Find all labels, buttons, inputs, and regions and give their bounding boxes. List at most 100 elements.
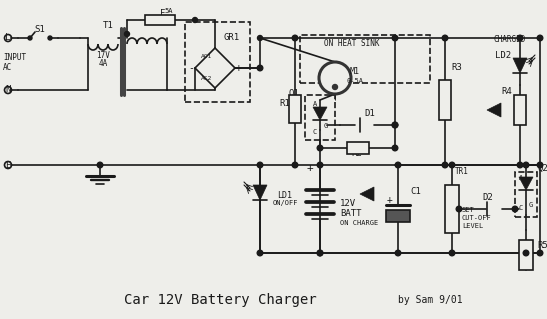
Circle shape (292, 162, 298, 168)
Circle shape (537, 250, 543, 256)
Text: AC: AC (3, 63, 12, 71)
Circle shape (333, 85, 337, 90)
Circle shape (257, 162, 263, 168)
Circle shape (257, 250, 263, 256)
Text: GR1: GR1 (224, 33, 240, 42)
Text: by Sam 9/01: by Sam 9/01 (398, 295, 462, 305)
Bar (346, 142, 369, 154)
Circle shape (257, 65, 263, 71)
Text: R1: R1 (280, 99, 290, 108)
Circle shape (48, 36, 52, 40)
Text: G: G (529, 202, 533, 208)
Text: AC2: AC2 (201, 77, 213, 81)
Text: D2: D2 (482, 192, 493, 202)
Text: INPUT: INPUT (3, 54, 26, 63)
Text: BATT: BATT (340, 209, 362, 218)
Circle shape (319, 62, 351, 94)
Circle shape (125, 32, 130, 36)
Circle shape (28, 36, 32, 40)
Circle shape (449, 162, 455, 168)
Circle shape (442, 162, 448, 168)
Text: F: F (160, 10, 166, 19)
Text: Car 12V Battery Charger: Car 12V Battery Charger (124, 293, 316, 307)
Text: +: + (307, 163, 313, 173)
Circle shape (392, 145, 398, 151)
Circle shape (395, 250, 401, 256)
Circle shape (442, 35, 448, 41)
Bar (445, 185, 459, 233)
Bar (305, 95, 335, 140)
Circle shape (456, 206, 462, 212)
Text: A: A (519, 175, 523, 181)
Text: 17V: 17V (96, 50, 110, 60)
Text: R5: R5 (537, 241, 547, 249)
Circle shape (317, 250, 323, 256)
Text: L: L (5, 33, 11, 42)
Circle shape (317, 145, 323, 151)
Text: T1: T1 (103, 20, 113, 29)
Polygon shape (360, 187, 374, 201)
Circle shape (258, 35, 263, 41)
Circle shape (317, 250, 323, 256)
Text: R3: R3 (452, 63, 462, 72)
Text: C: C (519, 205, 523, 211)
Text: G: G (324, 123, 328, 129)
Text: A: A (313, 101, 317, 107)
Circle shape (392, 35, 398, 41)
Bar (145, 15, 175, 25)
Text: LEVEL: LEVEL (462, 223, 483, 229)
Text: LD1: LD1 (277, 190, 293, 199)
Text: ON CHARGE: ON CHARGE (340, 220, 378, 226)
Text: AC1: AC1 (201, 55, 213, 60)
Circle shape (523, 250, 529, 256)
Text: 0-5A: 0-5A (346, 78, 364, 84)
Text: +: + (236, 63, 242, 73)
Circle shape (97, 162, 103, 168)
Circle shape (193, 18, 197, 23)
Text: CUT-OFF: CUT-OFF (462, 215, 492, 221)
Text: E: E (5, 160, 11, 169)
Bar (289, 95, 301, 123)
Text: Q1: Q1 (288, 88, 299, 98)
Circle shape (512, 206, 518, 212)
Text: ON/OFF: ON/OFF (272, 200, 298, 206)
Text: LD2: LD2 (495, 50, 511, 60)
Text: D1: D1 (365, 108, 375, 117)
Text: ON HEAT SINK: ON HEAT SINK (324, 39, 380, 48)
Text: S1: S1 (34, 25, 45, 33)
Bar (519, 240, 533, 270)
Circle shape (517, 162, 523, 168)
Text: N: N (5, 85, 11, 94)
Text: SET: SET (462, 207, 475, 213)
Circle shape (517, 35, 523, 41)
Circle shape (292, 35, 298, 41)
Text: 4A: 4A (98, 58, 108, 68)
Circle shape (449, 250, 455, 256)
Text: C1: C1 (410, 188, 421, 197)
Bar (300, 35, 430, 83)
Polygon shape (513, 58, 527, 73)
Polygon shape (487, 103, 501, 117)
Circle shape (537, 35, 543, 41)
Text: R4: R4 (502, 87, 513, 97)
Text: 12V: 12V (340, 198, 356, 207)
Circle shape (317, 162, 323, 168)
Polygon shape (253, 185, 267, 200)
Polygon shape (313, 107, 327, 120)
Text: TR1: TR1 (455, 167, 469, 176)
Text: -: - (188, 63, 194, 73)
Text: +: + (387, 195, 393, 205)
Circle shape (537, 162, 543, 168)
Text: C: C (313, 129, 317, 135)
Bar (185, 22, 250, 102)
Bar (514, 95, 526, 125)
Circle shape (523, 162, 529, 168)
Bar (515, 172, 537, 217)
Text: 5A: 5A (165, 8, 173, 14)
Circle shape (392, 122, 398, 128)
Text: Q2: Q2 (537, 164, 547, 173)
Bar (439, 80, 451, 120)
Circle shape (392, 122, 398, 128)
Circle shape (395, 162, 401, 168)
Text: R2: R2 (352, 150, 362, 159)
